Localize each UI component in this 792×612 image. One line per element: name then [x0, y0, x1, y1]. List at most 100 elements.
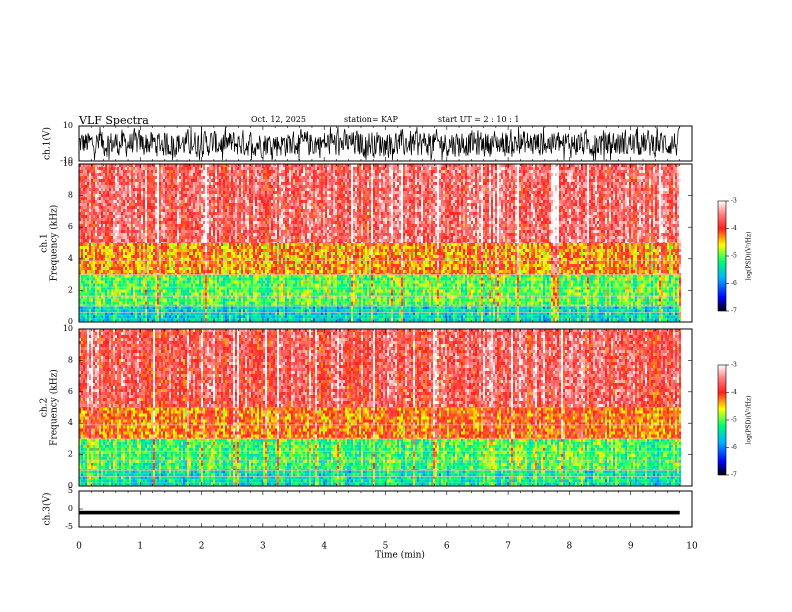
ch1-spec-pixel [249, 182, 251, 185]
ch1-spec-pixel [189, 239, 191, 242]
ch1-spec-pixel [229, 312, 231, 316]
ch1-spec-pixel [111, 280, 113, 284]
ch1-spec-pixel [123, 280, 125, 284]
ch1-spec-pixel [91, 221, 93, 224]
ch1-spec-pixel [231, 212, 233, 215]
ch1-spec-pixel [253, 312, 255, 316]
ch1-spec-pixel [177, 267, 179, 270]
ch1-spec-pixel [249, 173, 251, 176]
ch1-spec-pixel [119, 277, 121, 281]
ch1-spec-pixel [169, 206, 171, 209]
ch1-spec-pixel [159, 261, 161, 264]
ch1-spec-pixel [199, 274, 201, 278]
ch1-spec-pixel [185, 289, 187, 293]
ch1-spec-pixel [203, 258, 205, 261]
ch1-spec-pixel [153, 176, 155, 179]
ch1-spec-pixel [153, 283, 155, 287]
ch1-spec-pixel [83, 243, 85, 246]
ch1-spec-pixel [195, 298, 197, 302]
ch1-spec-pixel [197, 277, 199, 281]
ch1-spec-pixel [163, 318, 165, 322]
ch1-spec-pixel [101, 289, 103, 293]
ch1-spec-pixel [115, 286, 117, 290]
ch1-spec-pixel [125, 264, 127, 267]
ch1-spec-pixel [111, 273, 113, 275]
ch1-spec-pixel [249, 230, 251, 233]
ch1-spec-pixel [89, 283, 91, 287]
ch1-spec-pixel [181, 309, 183, 313]
ch1-spec-pixel [165, 304, 167, 307]
ch1-spec-pixel [229, 267, 231, 270]
ch1-spec-pixel [79, 280, 81, 284]
ch1-spec-pixel [103, 236, 105, 239]
ch1-spec-pixel [177, 277, 179, 281]
ch1-spec-pixel [229, 246, 231, 249]
ch1-spec-pixel [149, 252, 151, 255]
ch1-spec-pixel [177, 224, 179, 227]
ch1-spec-pixel [145, 173, 147, 176]
ch1-spec-pixel [223, 277, 225, 281]
ch1-spec-pixel [119, 267, 121, 270]
ch1-spec-pixel [93, 270, 95, 273]
ch1-spec-pixel [91, 224, 93, 227]
ch1-spec-pixel [251, 315, 253, 319]
ch1-spec-pixel [223, 246, 225, 249]
ch1-spec-pixel [137, 252, 139, 255]
ch1-spec-pixel [79, 206, 81, 209]
ch1-spec-pixel [193, 218, 195, 221]
ch1-spec-pixel [243, 318, 245, 322]
ch1-spec-pixel [213, 304, 215, 307]
ch1-spec-pixel [105, 273, 107, 275]
ch1-spec-pixel [175, 224, 177, 227]
ch1-spec-pixel [123, 224, 125, 227]
ch1-spec-pixel [99, 318, 101, 322]
ch1-spec-pixel [133, 203, 135, 206]
ch1-spec-pixel [107, 170, 109, 173]
ch1-spec-pixel [143, 218, 145, 221]
ch1-spec-pixel [163, 295, 165, 299]
ch1-spec-pixel [237, 176, 239, 179]
ch1-spec-pixel [229, 206, 231, 209]
ch1-spec-pixel [213, 167, 215, 170]
ch1-spec-pixel [225, 212, 227, 215]
ch1-spec-pixel [181, 280, 183, 284]
ch1-spec-pixel [203, 243, 205, 246]
ch1-spec-pixel [201, 218, 203, 221]
ch1-spec-pixel [93, 203, 95, 206]
ch1-spec-pixel [235, 270, 237, 273]
ch1-spec-pixel [181, 239, 183, 242]
ch1-spec-pixel [187, 185, 189, 188]
ch1-spec-pixel [119, 255, 121, 258]
ch1-spec-pixel [187, 176, 189, 179]
ch1-spec-pixel [201, 203, 203, 206]
ch1-spec-pixel [117, 242, 119, 243]
ch1-spec-pixel [123, 212, 125, 215]
ch1-spec-pixel [215, 212, 217, 215]
ch1-spec-pixel [199, 167, 201, 170]
ch1-spec-pixel [151, 221, 153, 224]
ch1-spec-pixel [165, 236, 167, 239]
ch1-spec-pixel [143, 277, 145, 281]
ch1-spec-pixel [109, 200, 111, 203]
ch1-spec-pixel [187, 224, 189, 227]
ch1-spec-pixel [105, 249, 107, 252]
ch1-spec-pixel [97, 167, 99, 170]
ch1-spec-pixel [193, 179, 195, 182]
ch1-spec-pixel [251, 246, 253, 249]
ch1-spec-pixel [111, 277, 113, 281]
ch1-spec-pixel [99, 179, 101, 182]
ch1-spec-pixel [105, 167, 107, 170]
ch1-spec-pixel [245, 197, 247, 200]
ch1-spec-pixel [93, 261, 95, 264]
ch1-spec-pixel [243, 264, 245, 267]
ch1-spec-pixel [155, 283, 157, 287]
ch1-spec-pixel [119, 298, 121, 302]
ch1-spec-pixel [147, 261, 149, 264]
ch1-spec-pixel [219, 167, 221, 170]
ch1-spec-pixel [117, 315, 119, 319]
ch1-spec-pixel [175, 170, 177, 173]
ch1-spec-pixel [185, 167, 187, 170]
ch1-spec-pixel [119, 270, 121, 273]
ch1-spec-pixel [105, 182, 107, 185]
